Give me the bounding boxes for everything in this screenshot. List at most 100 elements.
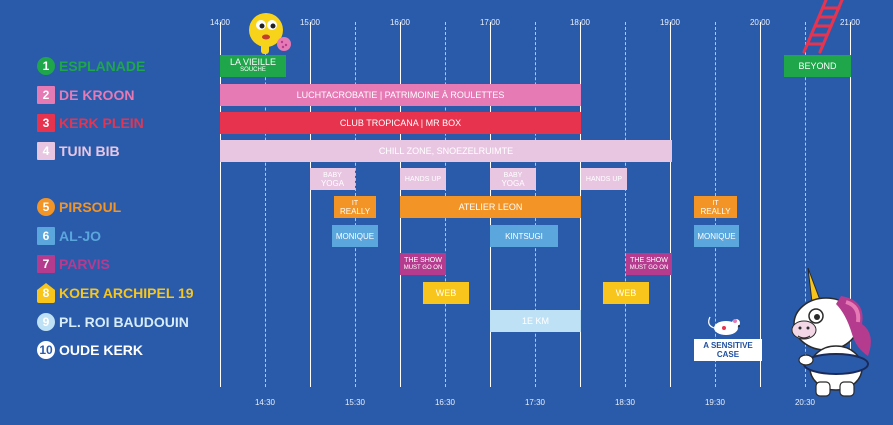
venue-number-badge: 8 [37,283,55,303]
bottom-tick: 20:30 [794,398,816,407]
mouse-icon [708,316,740,335]
event-label: KINTSUGI [505,231,543,241]
hour-line [850,22,851,387]
half-hour-line [625,22,626,387]
event-monique[interactable]: MONIQUE [694,225,739,247]
event-label: 1E KM [521,315,549,326]
event-it-really[interactable]: IT REALLY [334,196,376,218]
event-baby-yoga[interactable]: BABY YOGA [490,168,536,190]
venue-label: PIRSOUL [59,199,122,215]
venue-oude-kerk[interactable]: 10 OUDE KERK [37,340,143,360]
event-hands-up[interactable]: HANDS UP [400,168,446,190]
event-sublabel: MUST GO ON [403,265,443,271]
bottom-tick: 16:30 [434,398,456,407]
half-hour-line [265,22,266,387]
venue-number-badge: 1 [37,57,55,75]
venue-label: ESPLANADE [59,58,146,74]
event-label: MONIQUE [335,231,375,241]
venue-parvis[interactable]: 7 PARVIS [37,254,110,274]
bottom-tick: 17:30 [524,398,546,407]
top-tick: 15:00 [299,18,321,27]
event-sublabel: MUST GO ON [629,265,669,271]
top-tick: 18:00 [569,18,591,27]
hour-line [670,22,671,387]
event-la-vieille-souche[interactable]: LA VIEILLE SOUCHE [220,55,286,77]
venue-al-jo[interactable]: 6 AL-JO [37,226,101,246]
venue-esplanade[interactable]: 1 ESPLANADE [37,56,145,76]
venue-label: OUDE KERK [59,342,144,358]
event-label: BEYOND [798,60,837,71]
venue-label: AL-JO [59,228,101,244]
hour-line [220,22,221,387]
event-beyond[interactable]: BEYOND [784,55,851,77]
venue-number-badge: 5 [37,198,55,216]
event-club-tropicana[interactable]: CLUB TROPICANA | MR BOX [220,112,581,134]
event-sublabel: YOGA [501,179,525,188]
venue-number-badge: 10 [37,341,55,359]
bottom-tick: 19:30 [704,398,726,407]
venue-pl-roi-baudouin[interactable]: 9 PL. ROI BAUDOUIN [37,312,189,332]
event-sublabel: YOGA [320,179,345,188]
event-sublabel: REALLY [339,207,371,216]
event-label: IT [351,200,359,207]
event-sublabel: REALLY [700,207,731,216]
venue-number-badge: 6 [37,227,55,245]
event-label: CLUB TROPICANA | MR BOX [339,117,462,128]
event-label: MONIQUE [697,231,736,241]
venue-de-kroon[interactable]: 2 DE KROON [37,85,134,105]
event-label: CHILL ZONE, SNOEZELRUIMTE [378,145,514,156]
venue-label: TUIN BIB [59,143,120,159]
event-web[interactable]: WEB [423,282,469,304]
venue-number-badge: 3 [37,114,55,132]
event-web[interactable]: WEB [603,282,649,304]
event-label: WEB [435,287,457,298]
event-kintsugi[interactable]: KINTSUGI [490,225,558,247]
bottom-tick: 15:30 [344,398,366,407]
venue-tuin-bib[interactable]: 4 TUIN BIB [37,141,120,161]
event-it-really[interactable]: IT REALLY [694,196,737,218]
top-tick: 20:00 [749,18,771,27]
yellow-blob-mascot-icon [249,13,291,54]
venue-label: PL. ROI BAUDOUIN [59,314,189,330]
event-baby-yoga[interactable]: BABY YOGA [310,168,355,190]
top-tick: 17:00 [479,18,501,27]
top-tick: 16:00 [389,18,411,27]
venue-number-badge: 9 [37,313,55,331]
event-atelier-leon[interactable]: ATELIER LEON [400,196,581,218]
venue-label: PARVIS [59,256,110,272]
event-label: IT [712,200,719,207]
venue-number-badge: 7 [37,255,55,273]
event-hands-up[interactable]: HANDS UP [581,168,627,190]
unicorn-mascot-icon [791,267,871,397]
venue-label: DE KROON [59,87,135,103]
venue-label: KERK PLEIN [59,115,144,131]
venue-number-badge: 4 [37,142,55,160]
event-label: THE SHOW [630,257,668,264]
hour-line [760,22,761,387]
bottom-tick: 14:30 [254,398,276,407]
event-the-show-must-go-on[interactable]: THE SHOW MUST GO ON [400,253,446,275]
event-luchtacrobatie[interactable]: LUCHTACROBATIE | PATRIMOINE À ROULETTES [220,84,581,106]
event-chill-zone[interactable]: CHILL ZONE, SNOEZELRUIMTE [220,140,672,162]
event-sublabel: SOUCHE [240,67,266,73]
event-label: BABY [323,172,342,179]
event-the-show-must-go-on[interactable]: THE SHOW MUST GO ON [626,253,672,275]
bottom-tick: 18:30 [614,398,636,407]
event-label: BABY [503,172,523,179]
event-1e-km[interactable]: 1E KM [490,310,581,332]
top-tick: 14:00 [209,18,231,27]
event-monique[interactable]: MONIQUE [332,225,378,247]
venue-kerk-plein[interactable]: 3 KERK PLEIN [37,113,144,133]
event-label: HANDS UP [404,175,442,183]
venue-label: KOER ARCHIPEL 19 [59,285,194,301]
half-hour-line [805,22,806,387]
hour-line [310,22,311,387]
event-label: A SENSITIVE [703,341,753,350]
event-label: LA VIEILLE [229,57,277,67]
event-label: HANDS UP [585,175,623,183]
event-a-sensitive-case[interactable]: A SENSITIVE CASE [694,339,762,361]
venue-pirsoul[interactable]: 5 PIRSOUL [37,197,121,217]
top-tick: 19:00 [659,18,681,27]
venue-koer-archipel-19[interactable]: 8 KOER ARCHIPEL 19 [37,283,194,303]
ladder-icon [802,0,844,54]
